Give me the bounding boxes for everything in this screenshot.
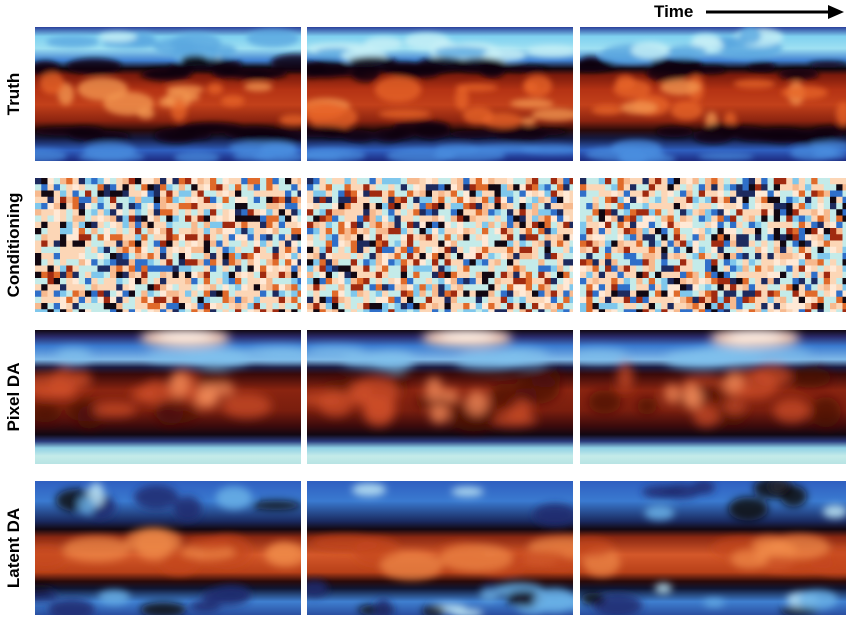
conditioning-panel-1	[35, 178, 301, 312]
row-label-latent_da: Latent DA	[0, 481, 28, 615]
latent_da-field-image	[580, 481, 846, 615]
row-label-text: Conditioning	[4, 192, 23, 298]
row-label-text: Truth	[4, 72, 23, 116]
truth-panel-2	[307, 27, 573, 161]
truth-field-image	[580, 27, 846, 161]
row-label-text: Latent DA	[4, 507, 23, 589]
latent_da-panel-1	[35, 481, 301, 615]
latent_da-field-image	[35, 481, 301, 615]
conditioning-field-image	[580, 178, 846, 312]
latent_da-panel-3	[580, 481, 846, 615]
row-label-conditioning: Conditioning	[0, 178, 28, 312]
conditioning-panel-2	[307, 178, 573, 312]
time-header: Time	[640, 0, 850, 24]
latent_da-field-image	[307, 481, 573, 615]
conditioning-field-image	[307, 178, 573, 312]
latent_da-panel-2	[307, 481, 573, 615]
truth-field-image	[307, 27, 573, 161]
row-label-truth: Truth	[0, 27, 28, 161]
row-label-text: Pixel DA	[4, 362, 23, 432]
pixel_da-panel-1	[35, 330, 301, 464]
conditioning-field-image	[35, 178, 301, 312]
time-arrow-icon	[706, 5, 844, 19]
pixel_da-panel-2	[307, 330, 573, 464]
time-label: Time	[654, 2, 694, 21]
pixel_da-field-image	[35, 330, 301, 464]
pixel_da-panel-3	[580, 330, 846, 464]
truth-panel-3	[580, 27, 846, 161]
conditioning-panel-3	[580, 178, 846, 312]
truth-panel-1	[35, 27, 301, 161]
truth-field-image	[35, 27, 301, 161]
row-label-pixel_da: Pixel DA	[0, 330, 28, 464]
pixel_da-field-image	[307, 330, 573, 464]
pixel_da-field-image	[580, 330, 846, 464]
